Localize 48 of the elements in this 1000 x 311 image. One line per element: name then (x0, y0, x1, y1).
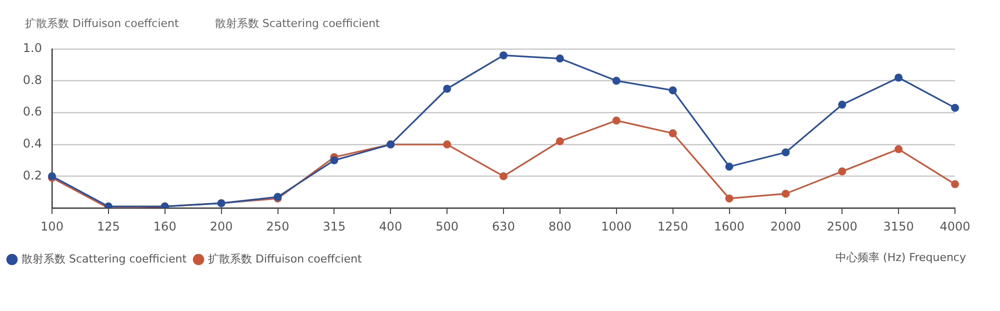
point (838, 167, 846, 176)
point (951, 104, 959, 112)
x-tick-label: 125 (96, 219, 120, 234)
x-tick-label: 400 (379, 219, 402, 234)
point (612, 76, 620, 85)
point (951, 180, 959, 188)
y-tick-label: 0.4 (22, 136, 42, 151)
x-tick-label: 630 (492, 219, 515, 234)
point (782, 148, 790, 156)
x-tick-label: 2500 (826, 219, 858, 234)
x-tick-label: 160 (153, 219, 176, 234)
x-tick-label: 250 (266, 219, 290, 234)
point (894, 74, 903, 82)
point (668, 86, 677, 94)
y-tick-label: 0.2 (22, 168, 42, 182)
point (330, 156, 338, 164)
x-tick-label: 3150 (883, 219, 914, 234)
x-tick-label: 4000 (940, 219, 970, 234)
text: 扩散系数 Diffuison coeffcient (25, 16, 179, 31)
text: 散射系数 Scattering coefficient (214, 16, 380, 31)
point (556, 54, 564, 63)
x-tick-label: 1000 (601, 219, 632, 234)
x-tick-label: 1250 (658, 219, 688, 234)
y-tick-label: 1.0 (22, 41, 42, 56)
point (838, 100, 846, 109)
point (443, 140, 452, 148)
x-tick-label: 800 (548, 219, 572, 234)
point (612, 116, 620, 125)
point (725, 162, 734, 171)
y-tick-label: 0.6 (22, 104, 42, 119)
point (500, 172, 508, 180)
x-tick-label: 315 (322, 219, 346, 234)
x-tick-label: 100 (40, 219, 64, 234)
legend-label: 散射系数 Scattering coefficient (22, 252, 188, 266)
x-axis-title: 中心频率 (Hz) Frequency (836, 250, 966, 265)
point (556, 137, 564, 146)
point (500, 51, 508, 60)
x-tick-label: 2000 (770, 219, 801, 234)
point (725, 194, 734, 202)
point (668, 129, 677, 138)
point (782, 190, 790, 198)
x-tick-label: 500 (436, 219, 459, 234)
point (894, 145, 903, 154)
legend-label: 扩散系数 Diffuison coeffcient (208, 252, 363, 266)
point (443, 84, 452, 93)
y-tick-label: 0.8 (22, 72, 42, 87)
x-tick-label: 1600 (714, 219, 745, 234)
x-tick-label: 200 (210, 219, 233, 234)
